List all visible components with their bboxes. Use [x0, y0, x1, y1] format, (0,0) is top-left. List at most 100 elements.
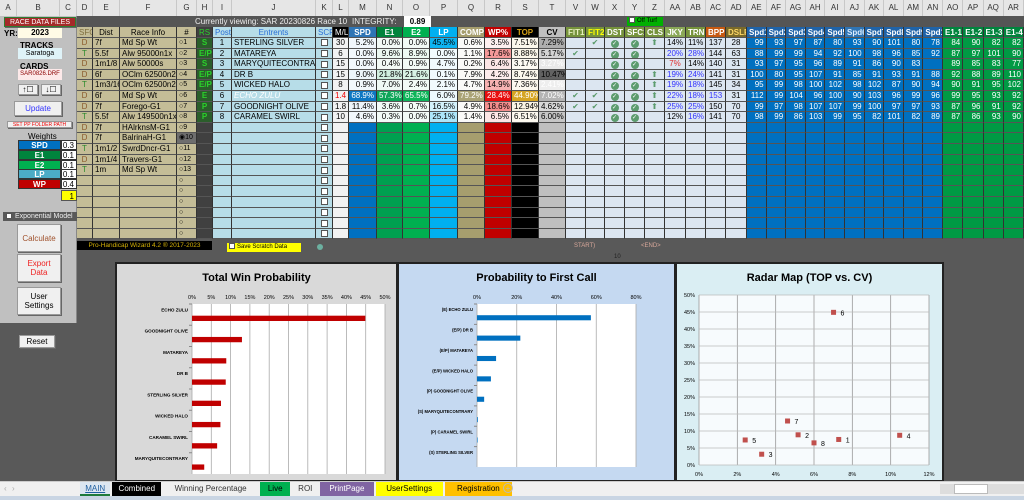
race-info[interactable]: Md Sp Wt — [120, 91, 177, 102]
race-info[interactable]: Alw 95000n1x — [120, 48, 177, 60]
reset-button[interactable]: Reset — [19, 335, 55, 348]
column-header-ah[interactable]: AH — [805, 0, 826, 16]
sheet-tab-printpage[interactable]: PrintPage — [320, 482, 374, 496]
weight-value-e2[interactable]: 0.1 — [61, 159, 77, 170]
race-info[interactable]: Md Sp Wt — [120, 38, 177, 49]
race-info[interactable]: OClm 62500n2x — [120, 69, 177, 81]
column-header-w[interactable]: W — [586, 0, 605, 16]
column-header-n[interactable]: N — [377, 0, 403, 16]
column-header-g[interactable]: G — [177, 0, 197, 16]
card-field[interactable]: SAR0826.DRF — [18, 69, 62, 80]
column-header-t[interactable]: T — [539, 0, 566, 16]
sheet-tab-roi[interactable]: ROI — [292, 482, 319, 496]
race-select-radio[interactable]: ○5 — [177, 80, 197, 91]
race-info[interactable]: HAlrknsM-G1 — [120, 122, 177, 134]
race-data-files-button[interactable]: RACE DATA FILES — [4, 17, 76, 27]
move-up-button[interactable]: ↑☐ — [18, 84, 38, 95]
column-header-k[interactable]: K — [316, 0, 333, 16]
column-header-y[interactable]: Y — [625, 0, 645, 16]
column-header-s[interactable]: S — [512, 0, 539, 16]
update-button[interactable]: Update — [14, 101, 62, 116]
column-header-aq[interactable]: AQ — [983, 0, 1004, 16]
race-select-radio[interactable]: ◉10 — [177, 133, 197, 144]
race-info[interactable]: Forego-G1 — [120, 101, 177, 113]
race-select-radio[interactable]: ○11 — [177, 144, 197, 155]
column-header-l[interactable]: L — [333, 0, 349, 16]
scratch-checkbox[interactable] — [316, 165, 333, 176]
race-select-radio[interactable]: ○2 — [177, 48, 197, 60]
column-header-m[interactable]: M — [349, 0, 377, 16]
column-header-p[interactable]: P — [430, 0, 458, 16]
column-header-f[interactable]: F — [120, 0, 177, 16]
weight-value-e1[interactable]: 0.1 — [61, 149, 77, 160]
save-scratch-data-checkbox[interactable]: Save Scratch Data — [227, 243, 301, 252]
race-select-radio[interactable]: ○ — [177, 197, 197, 208]
weight-value-wp[interactable]: 0.4 — [61, 179, 77, 190]
column-header-ai[interactable]: AI — [825, 0, 845, 16]
horse-name[interactable]: ECHO ZULU — [232, 91, 316, 102]
column-header-d[interactable]: D — [77, 0, 93, 16]
tab-scroll-left-icon[interactable]: ‹ — [4, 484, 7, 493]
column-header-an[interactable]: AN — [923, 0, 943, 16]
horse-name[interactable]: DR B — [232, 69, 316, 81]
race-select-radio[interactable]: ○12 — [177, 154, 197, 166]
sheet-tab-registration[interactable]: Registration — [444, 482, 512, 496]
column-header-b[interactable]: B — [17, 0, 60, 16]
race-info[interactable]: Alw 149500n1x — [120, 112, 177, 123]
race-select-radio[interactable]: ○9 — [177, 122, 197, 134]
sheet-tab-winning-percentage[interactable]: Winning Percentage — [163, 482, 258, 496]
scratch-checkbox[interactable] — [316, 80, 333, 91]
horse-name[interactable]: STERLING SILVER — [232, 38, 316, 49]
race-select-radio[interactable]: ○7 — [177, 101, 197, 113]
move-down-button[interactable]: ↓☐ — [41, 84, 61, 95]
scratch-checkbox[interactable] — [316, 144, 333, 155]
sheet-tab-live[interactable]: Live — [260, 482, 291, 496]
column-header-ab[interactable]: AB — [686, 0, 706, 16]
race-info[interactable]: OClm 62500n2x — [120, 80, 177, 91]
scratch-checkbox[interactable] — [316, 101, 333, 113]
horizontal-scrollbar[interactable] — [940, 484, 1024, 494]
column-header-am[interactable]: AM — [903, 0, 924, 16]
race-select-radio[interactable]: ○ — [177, 175, 197, 187]
weight-value-spd[interactable]: 0.3 — [61, 140, 77, 150]
column-header-h[interactable]: H — [197, 0, 213, 16]
sheet-tab-main[interactable]: MAIN — [80, 482, 111, 496]
race-info[interactable]: BalrinaH-G1 — [120, 133, 177, 144]
race-select-radio[interactable]: ○ — [177, 207, 197, 219]
race-select-radio[interactable]: ○6 — [177, 91, 197, 102]
scratch-checkbox[interactable] — [316, 112, 333, 123]
add-sheet-icon[interactable]: + — [503, 483, 513, 493]
scratch-checkbox[interactable] — [316, 48, 333, 60]
weight-value-lp[interactable]: 0.1 — [61, 169, 77, 180]
sheet-tab-usersettings[interactable]: UserSettings — [375, 482, 443, 496]
horse-name[interactable]: GOODNIGHT OLIVE — [232, 101, 316, 113]
scratch-checkbox[interactable] — [316, 218, 333, 229]
tab-scroll-right-icon[interactable]: › — [12, 484, 15, 493]
race-select-radio[interactable]: ○ — [177, 228, 197, 240]
column-header-aa[interactable]: AA — [665, 0, 686, 16]
column-header-r[interactable]: R — [485, 0, 512, 16]
column-header-e[interactable]: E — [93, 0, 120, 16]
race-select-radio[interactable]: ○1 — [177, 38, 197, 49]
race-select-radio[interactable]: ○3 — [177, 59, 197, 70]
column-header-o[interactable]: O — [403, 0, 430, 16]
scratch-checkbox[interactable] — [316, 186, 333, 197]
race-select-radio[interactable]: ○4 — [177, 69, 197, 81]
column-header-al[interactable]: AL — [884, 0, 904, 16]
race-info[interactable]: Travers-G1 — [120, 154, 177, 166]
off-turf-checkbox[interactable]: Off Turf — [627, 17, 663, 26]
column-header-x[interactable]: X — [605, 0, 625, 16]
column-header-ak[interactable]: AK — [864, 0, 885, 16]
user-settings-button[interactable]: User Settings — [17, 287, 61, 315]
column-header-a[interactable]: A — [0, 0, 17, 16]
race-select-radio[interactable]: ○ — [177, 186, 197, 197]
column-header-j[interactable]: J — [232, 0, 316, 16]
calculate-button[interactable]: Calculate — [17, 224, 61, 252]
scratch-checkbox[interactable] — [316, 197, 333, 208]
race-select-radio[interactable]: ○8 — [177, 112, 197, 123]
column-header-aj[interactable]: AJ — [845, 0, 865, 16]
column-header-c[interactable]: C — [60, 0, 77, 16]
race-select-radio[interactable]: ○ — [177, 218, 197, 229]
column-header-q[interactable]: Q — [458, 0, 485, 16]
track-field[interactable]: Saratoga — [18, 48, 62, 59]
